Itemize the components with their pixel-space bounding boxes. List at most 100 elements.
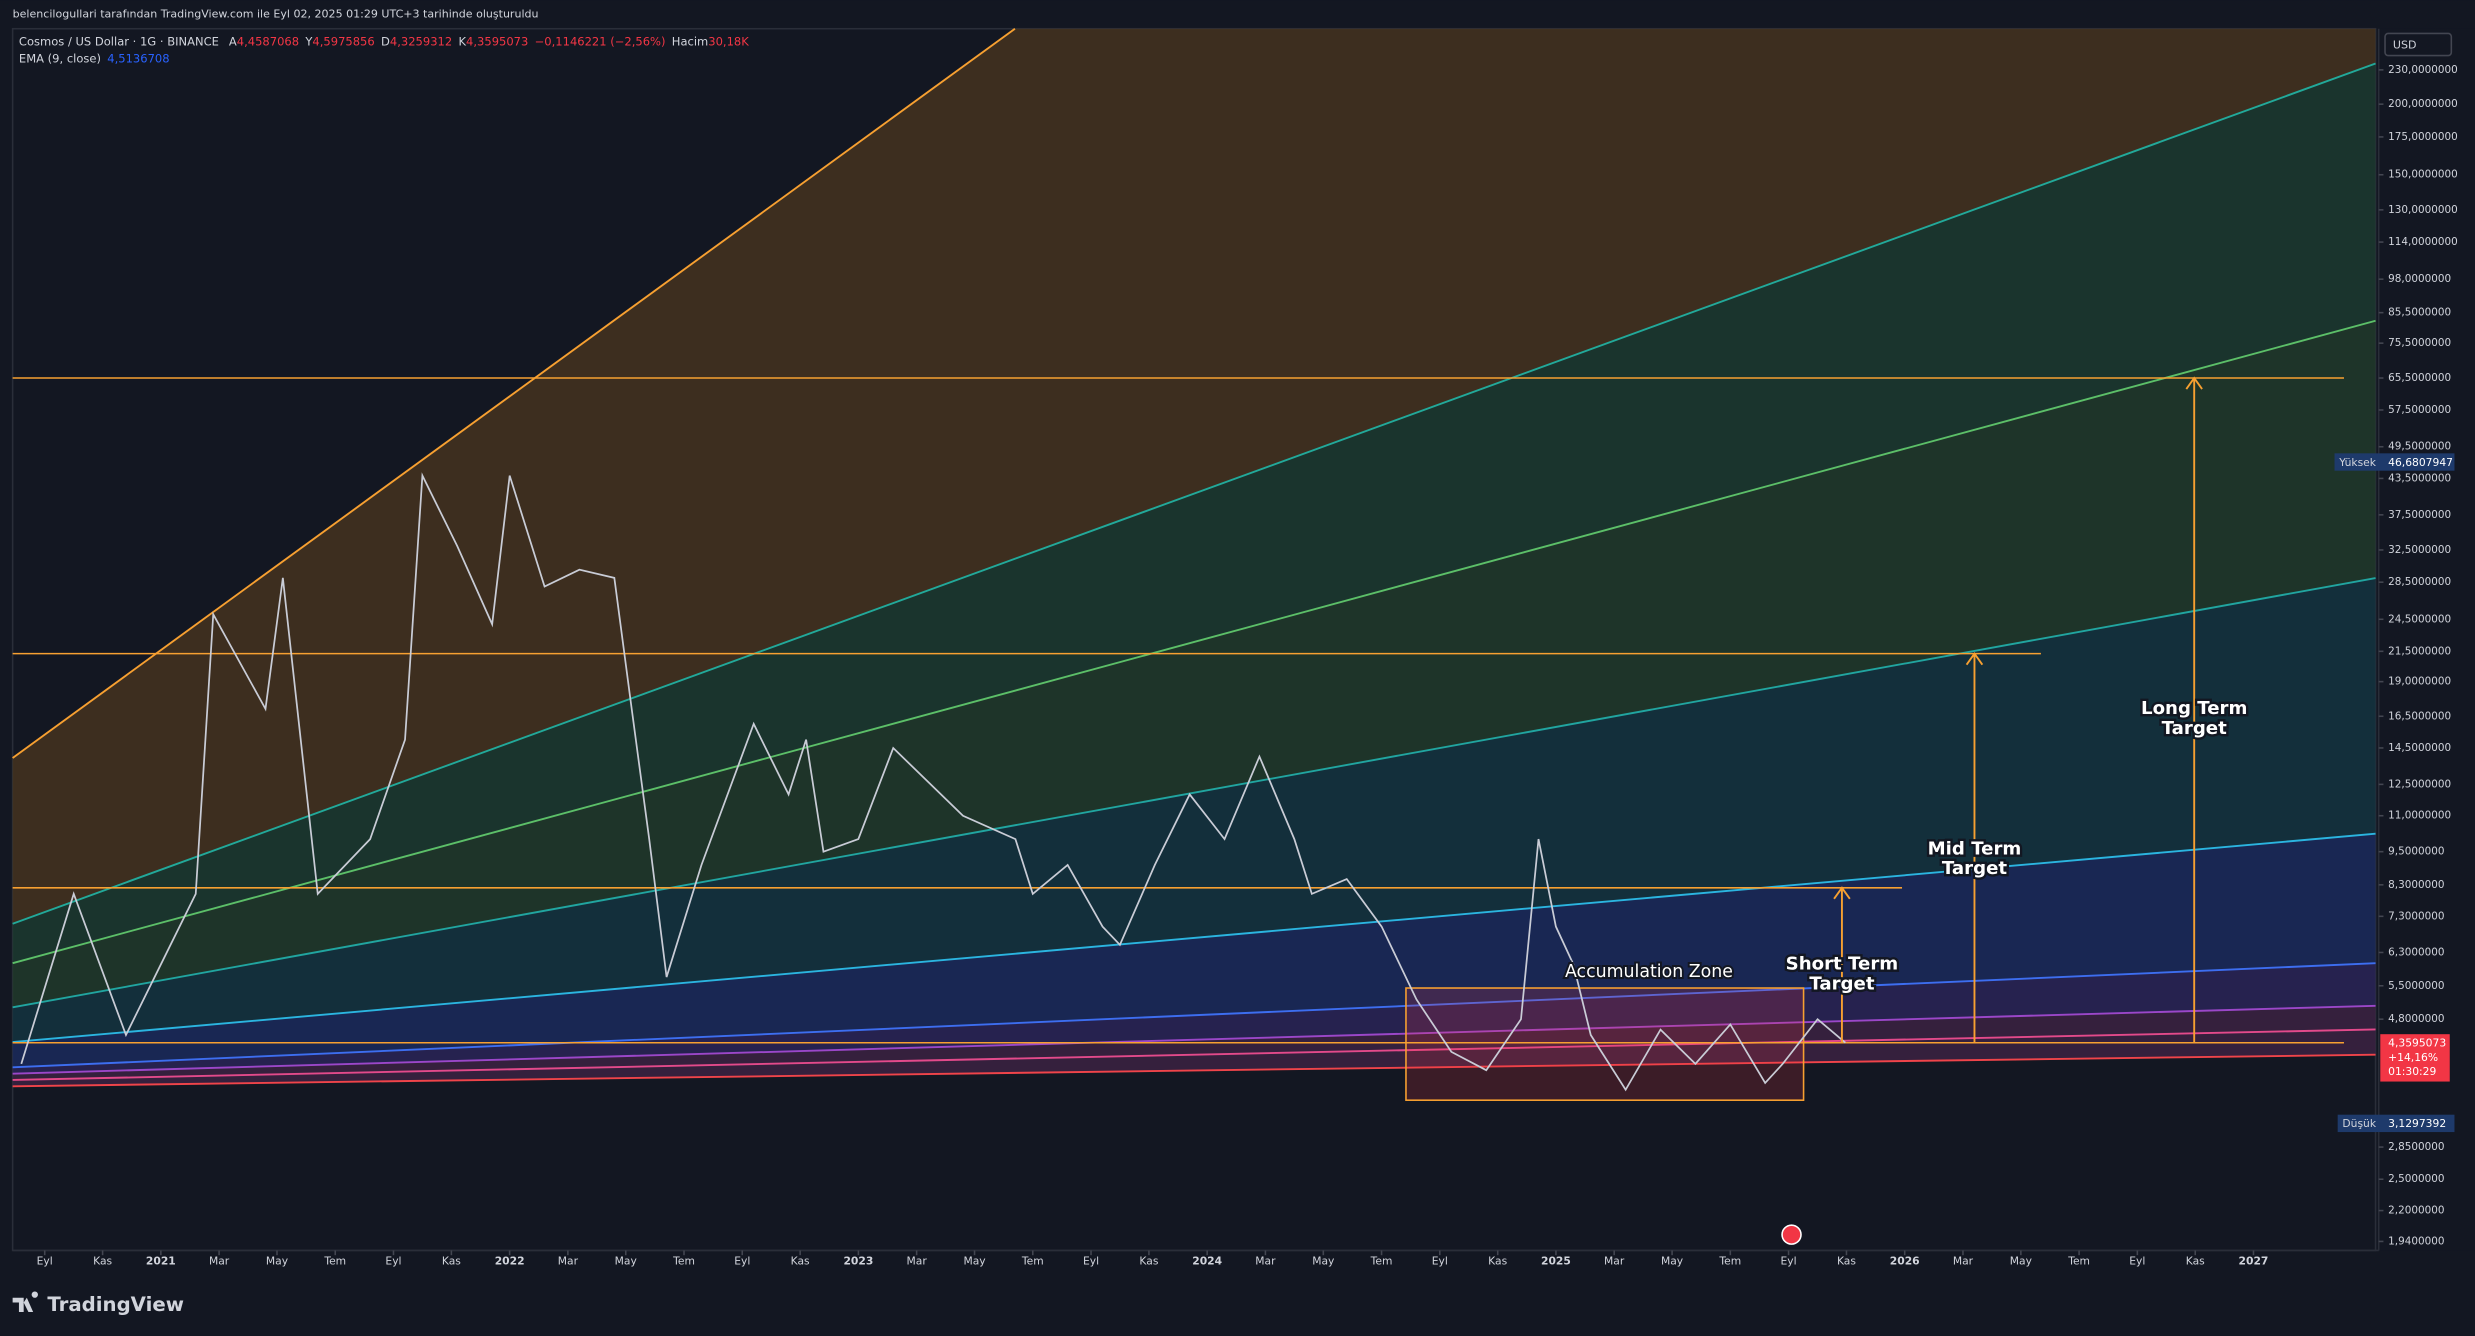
x-tick-label: Eyl xyxy=(734,1254,750,1267)
x-tick-label: Kas xyxy=(93,1254,112,1267)
ohlc-value: 4,3259312 xyxy=(390,34,452,48)
x-tick-label: Kas xyxy=(1837,1254,1856,1267)
x-tick-label: 2021 xyxy=(146,1254,176,1267)
y-tick-label: 49,5000000 xyxy=(2388,441,2451,453)
ohlc-value: 4,4587068 xyxy=(237,34,299,48)
y-tick-label: 130,0000000 xyxy=(2388,204,2458,216)
x-tick-label: Tem xyxy=(1370,1254,1393,1267)
target-label: Target xyxy=(2162,718,2228,739)
y-tick-label: 175,0000000 xyxy=(2388,131,2458,143)
low-badge xyxy=(2337,1114,2455,1133)
x-tick-label: Eyl xyxy=(385,1254,401,1267)
x-tick-label: Tem xyxy=(2067,1254,2090,1267)
y-tick-label: 7,3000000 xyxy=(2388,910,2444,922)
y-tick-label: 12,5000000 xyxy=(2388,778,2451,790)
y-tick-label: 28,5000000 xyxy=(2388,576,2451,588)
y-tick-label: 1,9400000 xyxy=(2388,1235,2444,1247)
x-tick-label: Kas xyxy=(1488,1254,1507,1267)
low-label: Düşük xyxy=(2342,1117,2376,1130)
arrow-head xyxy=(1833,886,1851,900)
y-tick-label: 200,0000000 xyxy=(2388,98,2458,110)
fan-zone xyxy=(12,1005,2376,1087)
x-tick-label: Mar xyxy=(1604,1254,1625,1267)
logo: TradingView xyxy=(12,1291,184,1316)
high-value: 46,6807947 xyxy=(2388,456,2453,469)
y-tick-label: 98,0000000 xyxy=(2388,273,2451,285)
y-tick-label: 2,8500000 xyxy=(2388,1141,2444,1153)
x-tick-label: Mar xyxy=(907,1254,928,1267)
target-label: Long Term xyxy=(2141,698,2247,719)
x-tick-label: Eyl xyxy=(1083,1254,1099,1267)
y-tick-label: 16,5000000 xyxy=(2388,710,2451,722)
change: −0,1146221 (−2,56%) xyxy=(535,34,666,48)
x-tick-label: Eyl xyxy=(1781,1254,1797,1267)
x-tick-label: 2026 xyxy=(1890,1254,1920,1267)
y-tick-label: 85,5000000 xyxy=(2388,307,2451,319)
fan-line xyxy=(12,577,2376,1009)
y-tick-label: 114,0000000 xyxy=(2388,236,2458,248)
x-tick-label: May xyxy=(2010,1254,2033,1267)
fan-line xyxy=(12,62,2376,925)
y-tick-label: 5,5000000 xyxy=(2388,980,2444,992)
y-tick-label: 8,3000000 xyxy=(2388,879,2444,891)
accumulation-zone xyxy=(1405,987,1805,1101)
x-tick-label: 2025 xyxy=(1541,1254,1571,1267)
arrow-head xyxy=(2185,376,2203,390)
last-price: 4,3595073 xyxy=(2388,1037,2446,1050)
x-tick-label: Kas xyxy=(791,1254,810,1267)
x-tick-label: Eyl xyxy=(37,1254,53,1267)
x-tick-label: May xyxy=(266,1254,289,1267)
ohlc-key: D xyxy=(381,34,390,48)
ohlc-value: 4,5975856 xyxy=(312,34,374,48)
event-icon[interactable] xyxy=(1781,1224,1802,1245)
y-tick-label: 9,5000000 xyxy=(2388,846,2444,858)
price-line xyxy=(20,472,1846,1092)
y-tick-label: 2,2000000 xyxy=(2388,1205,2444,1217)
currency-box[interactable] xyxy=(2384,32,2453,57)
currency[interactable]: USD xyxy=(2393,38,2417,51)
x-tick-label: Tem xyxy=(1718,1254,1741,1267)
y-tick-label: 65,5000000 xyxy=(2388,372,2451,384)
ema: EMA (9, close) xyxy=(19,51,101,65)
fan-line xyxy=(12,319,2376,965)
x-tick-label: May xyxy=(615,1254,638,1267)
logo-text: TradingView xyxy=(47,1293,184,1316)
x-tick-label: Tem xyxy=(1021,1254,1044,1267)
y-tick-label: 11,0000000 xyxy=(2388,810,2451,822)
countdown: 01:30:29 xyxy=(2388,1065,2436,1078)
x-tick-label: 2024 xyxy=(1192,1254,1222,1267)
low-value: 3,1297392 xyxy=(2388,1117,2446,1130)
legend: Cosmos / US Dollar · 1G · BINANCE A4,458… xyxy=(19,34,749,48)
x-tick-label: 2022 xyxy=(495,1254,525,1267)
ema-value: 4,5136708 xyxy=(107,51,169,65)
target-label: Short Term xyxy=(1786,954,1899,975)
fan-line xyxy=(12,832,2376,1044)
fan-zone xyxy=(12,28,2376,924)
y-tick-label: 43,5000000 xyxy=(2388,472,2451,484)
target-label: Target xyxy=(1942,858,2008,879)
y-tick-label: 24,5000000 xyxy=(2388,613,2451,625)
zone-label: Accumulation Zone xyxy=(1565,962,1733,982)
fan-zones xyxy=(12,28,2376,1087)
logo-mark xyxy=(12,1291,38,1313)
fan-line xyxy=(12,1004,2376,1075)
fan-zone xyxy=(12,320,2376,1008)
fan-line xyxy=(12,27,1016,759)
y-tick-label: 75,5000000 xyxy=(2388,337,2451,349)
ohlc-key: Y xyxy=(304,34,313,48)
symbol: Cosmos / US Dollar · 1G · BINANCE xyxy=(19,34,219,48)
fan-lines xyxy=(12,27,2376,1088)
x-tick-label: Tem xyxy=(672,1254,695,1267)
x-tick-label: Tem xyxy=(323,1254,346,1267)
y-tick-label: 2,5000000 xyxy=(2388,1173,2444,1185)
x-tick-label: Kas xyxy=(442,1254,461,1267)
y-tick-label: 230,0000000 xyxy=(2388,64,2458,76)
high-label: Yüksek xyxy=(2338,456,2376,469)
x-tick-label: May xyxy=(963,1254,986,1267)
fan-zone xyxy=(12,963,2376,1074)
y-tick-label: 14,5000000 xyxy=(2388,742,2451,754)
fan-line xyxy=(12,962,2376,1069)
fan-line xyxy=(12,1053,2376,1088)
volume: 30,18K xyxy=(708,34,749,48)
